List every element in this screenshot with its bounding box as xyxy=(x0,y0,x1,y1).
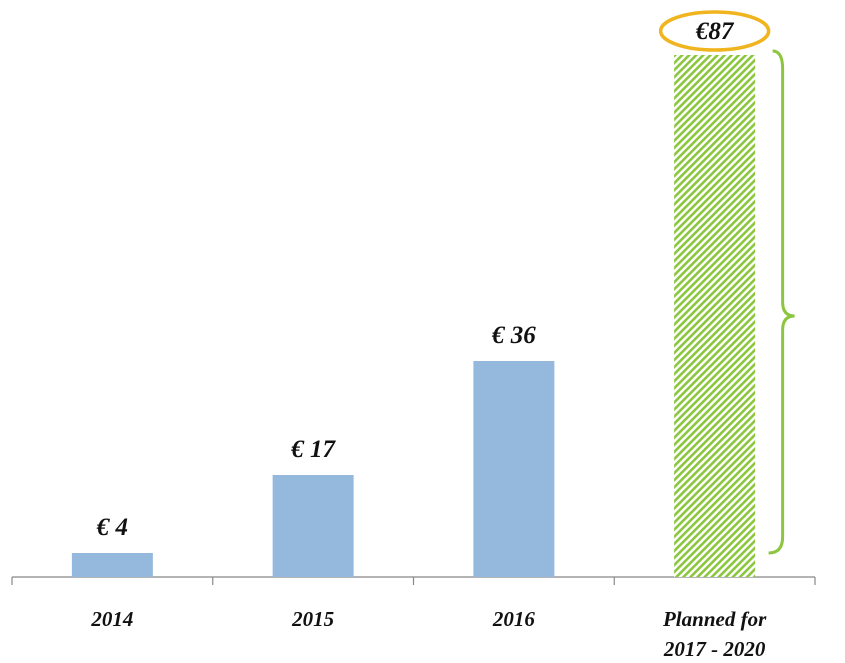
x-tick-label: 2014 xyxy=(91,607,134,631)
x-tick-label: 2016 xyxy=(492,607,535,631)
value-label: € 36 xyxy=(491,322,536,349)
bar xyxy=(674,55,756,577)
bar xyxy=(473,361,555,577)
value-label: €87 xyxy=(695,18,735,45)
value-label: € 17 xyxy=(290,436,336,463)
bar xyxy=(272,475,354,577)
x-tick-label: Planned for 2017 - 2020 xyxy=(662,607,767,661)
value-label: € 4 xyxy=(96,514,128,541)
brace xyxy=(768,49,795,555)
bar xyxy=(71,553,153,577)
x-tick-label: 2015 xyxy=(292,607,335,631)
highlight-ellipse xyxy=(658,10,771,52)
